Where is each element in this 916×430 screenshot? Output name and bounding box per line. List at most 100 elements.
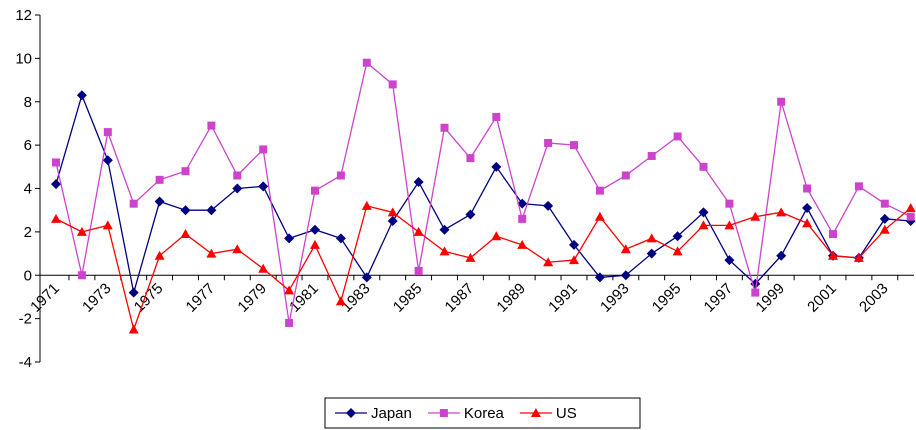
data-point [491,161,502,172]
data-point [518,214,527,223]
data-point [154,250,165,260]
data-point [51,179,61,190]
data-point [336,171,345,180]
data-point [414,266,423,275]
x-tick-label: 2003 [856,280,892,316]
data-point [310,239,320,249]
data-point [284,285,295,295]
data-point [802,203,813,214]
data-point [361,200,372,210]
data-point [751,288,760,297]
data-point [361,272,372,283]
data-point [310,224,320,235]
data-point [776,250,787,261]
data-point [440,123,449,132]
data-point [828,250,838,260]
y-tick-label: 2 [24,224,32,241]
data-point [311,186,319,195]
data-point [776,207,787,217]
x-tick-label: 1987 [442,280,478,316]
legend-label: Korea [464,405,505,422]
data-point [491,231,502,241]
data-point [465,252,476,262]
data-point [492,112,501,121]
data-point [595,186,604,195]
data-point [207,121,216,130]
data-point [206,248,217,258]
legend-label: Japan [371,405,412,422]
legend-box [324,397,641,429]
data-point [232,183,243,194]
x-tick-label: 1983 [338,280,374,316]
data-point [544,138,553,147]
x-tick-label: 1993 [597,280,633,316]
series-line [55,93,911,293]
data-point [594,211,605,221]
data-point [155,175,164,184]
x-tick-label: 1971 [27,280,63,316]
data-point [466,154,475,163]
data-point [285,318,294,327]
data-point [829,230,837,239]
data-point [543,200,554,211]
data-point [853,252,864,262]
data-point [128,287,139,298]
data-point [465,209,476,220]
data-point [258,263,269,273]
x-tick-label: 2001 [804,280,840,316]
data-point [77,271,86,280]
data-point [181,167,190,176]
data-point [102,155,113,166]
data-point [387,216,398,227]
data-point [76,226,87,236]
legend-label: US [556,405,577,422]
series-line [55,61,911,324]
data-point [362,58,371,67]
data-point [51,213,61,223]
data-point [517,198,528,209]
data-point [621,171,630,180]
data-point [52,158,60,167]
data-point [439,224,450,235]
y-tick-label: 6 [24,137,32,154]
data-point [905,203,916,213]
y-tick-label: 8 [24,94,32,111]
x-tick-label: 1973 [79,280,115,316]
data-point [698,207,709,218]
x-tick-label: 1985 [390,280,426,316]
data-point [102,220,113,230]
y-tick-label: -4 [19,354,32,371]
data-point [569,239,579,250]
data-point [128,324,139,334]
data-point [699,162,708,171]
data-point [335,233,346,244]
legend-marker [530,408,541,417]
data-point [672,231,683,242]
data-point [154,196,165,207]
data-point [233,171,242,180]
x-tick-label: 1991 [545,280,581,316]
data-point [802,218,813,228]
data-point [129,199,138,208]
y-tick-label: 12 [15,7,32,24]
data-point [388,80,397,89]
y-tick-label: 4 [24,181,32,198]
data-point [620,270,631,281]
y-tick-label: -2 [19,311,32,328]
data-point [803,184,812,193]
data-point [880,199,889,208]
data-point [647,151,656,160]
data-point [232,244,243,254]
data-point [750,211,761,221]
x-tick-label: 1977 [183,280,219,316]
data-point [879,224,890,234]
data-point [620,244,631,254]
data-point [594,272,605,283]
data-point [673,132,682,141]
data-point [646,233,657,243]
data-point [725,199,734,208]
data-point [517,239,528,249]
data-point [543,257,554,267]
data-point [906,212,915,221]
